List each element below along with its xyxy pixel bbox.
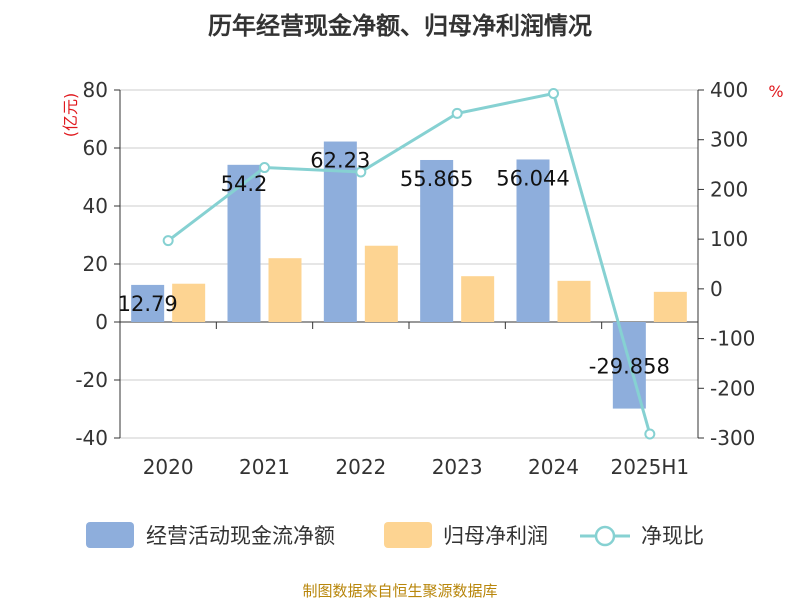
ratio-line [162,87,656,440]
bar-profit [461,276,495,322]
right-axis-tick-label: -200 [710,376,755,400]
ratio-point [355,166,367,178]
bar-cashflow [516,159,550,322]
bar-cashflow [420,159,454,322]
left-axis-tick-label: 0 [95,310,108,334]
left-axis-tick-label: -40 [75,426,108,450]
ratio-point [162,235,174,247]
chart-title: 历年经营现金净额、归母净利润情况 [208,12,592,40]
right-axis-tick-label: 200 [710,177,748,201]
grid-lines [120,89,698,439]
left-axis-tick-label: 20 [83,252,108,276]
ratio-line-path [167,91,652,435]
legend-label-profit: 归母净利润 [443,524,548,548]
legend-label-cashflow: 经营活动现金流净额 [146,524,335,548]
source-note: 制图数据来自恒生聚源数据库 [302,582,497,600]
left-axis-tick-label: -20 [75,368,108,392]
right-axis-tick-label: 0 [710,277,723,301]
left-axis-tick-label: 80 [83,78,108,102]
right-axis-tick-label: 100 [710,227,748,251]
legend-swatch-profit [384,522,432,548]
right-axis-tick-label: -100 [710,327,755,351]
x-axis-label: 2023 [432,455,483,479]
right-axis-tick-label: -300 [710,426,755,450]
bars [131,141,687,409]
bar-profit [268,258,302,322]
ratio-point [259,162,270,174]
data-label-cashflow: 62.23 [310,149,370,173]
bar-profit [557,280,591,322]
right-axis-tick-label: 400 [710,78,748,102]
data-label-cashflow: 54.2 [221,172,268,196]
bar-profit [364,245,398,322]
x-axis-label: 2025H1 [610,455,689,479]
right-axis-unit: % [768,82,783,101]
data-label-cashflow: 55.865 [400,167,473,191]
ratio-point [451,107,463,119]
legend-label-ratio: 净现比 [641,524,704,548]
bar-profit [172,283,206,322]
data-labels: 12.79 54.2 62.23 55.865 56.044 -29.858 [118,149,670,379]
right-axis-tick-label: 300 [710,128,748,152]
x-axis-label: 2020 [143,455,194,479]
left-axis-unit: (亿元) [61,93,80,138]
left-axis-tick-label: 60 [83,136,108,160]
legend-swatch-cashflow [86,522,134,548]
ratio-point [548,87,559,99]
legend-swatch-ratio-marker [594,525,616,547]
x-axis-label: 2024 [528,455,579,479]
data-label-cashflow: -29.858 [589,355,670,379]
x-axis-label: 2021 [239,455,290,479]
bar-cashflow [131,284,165,322]
ratio-point [644,428,656,440]
data-label-cashflow: 56.044 [496,166,569,190]
left-axis-tick-label: 40 [83,194,108,218]
bar-profit [653,291,687,322]
legend: 经营活动现金流净额 归母净利润 净现比 [86,522,704,548]
x-axis-label: 2022 [335,455,386,479]
data-label-cashflow: 12.79 [118,292,178,316]
axes: 806040200-20-404003002001000-100-200-300… [75,78,755,479]
